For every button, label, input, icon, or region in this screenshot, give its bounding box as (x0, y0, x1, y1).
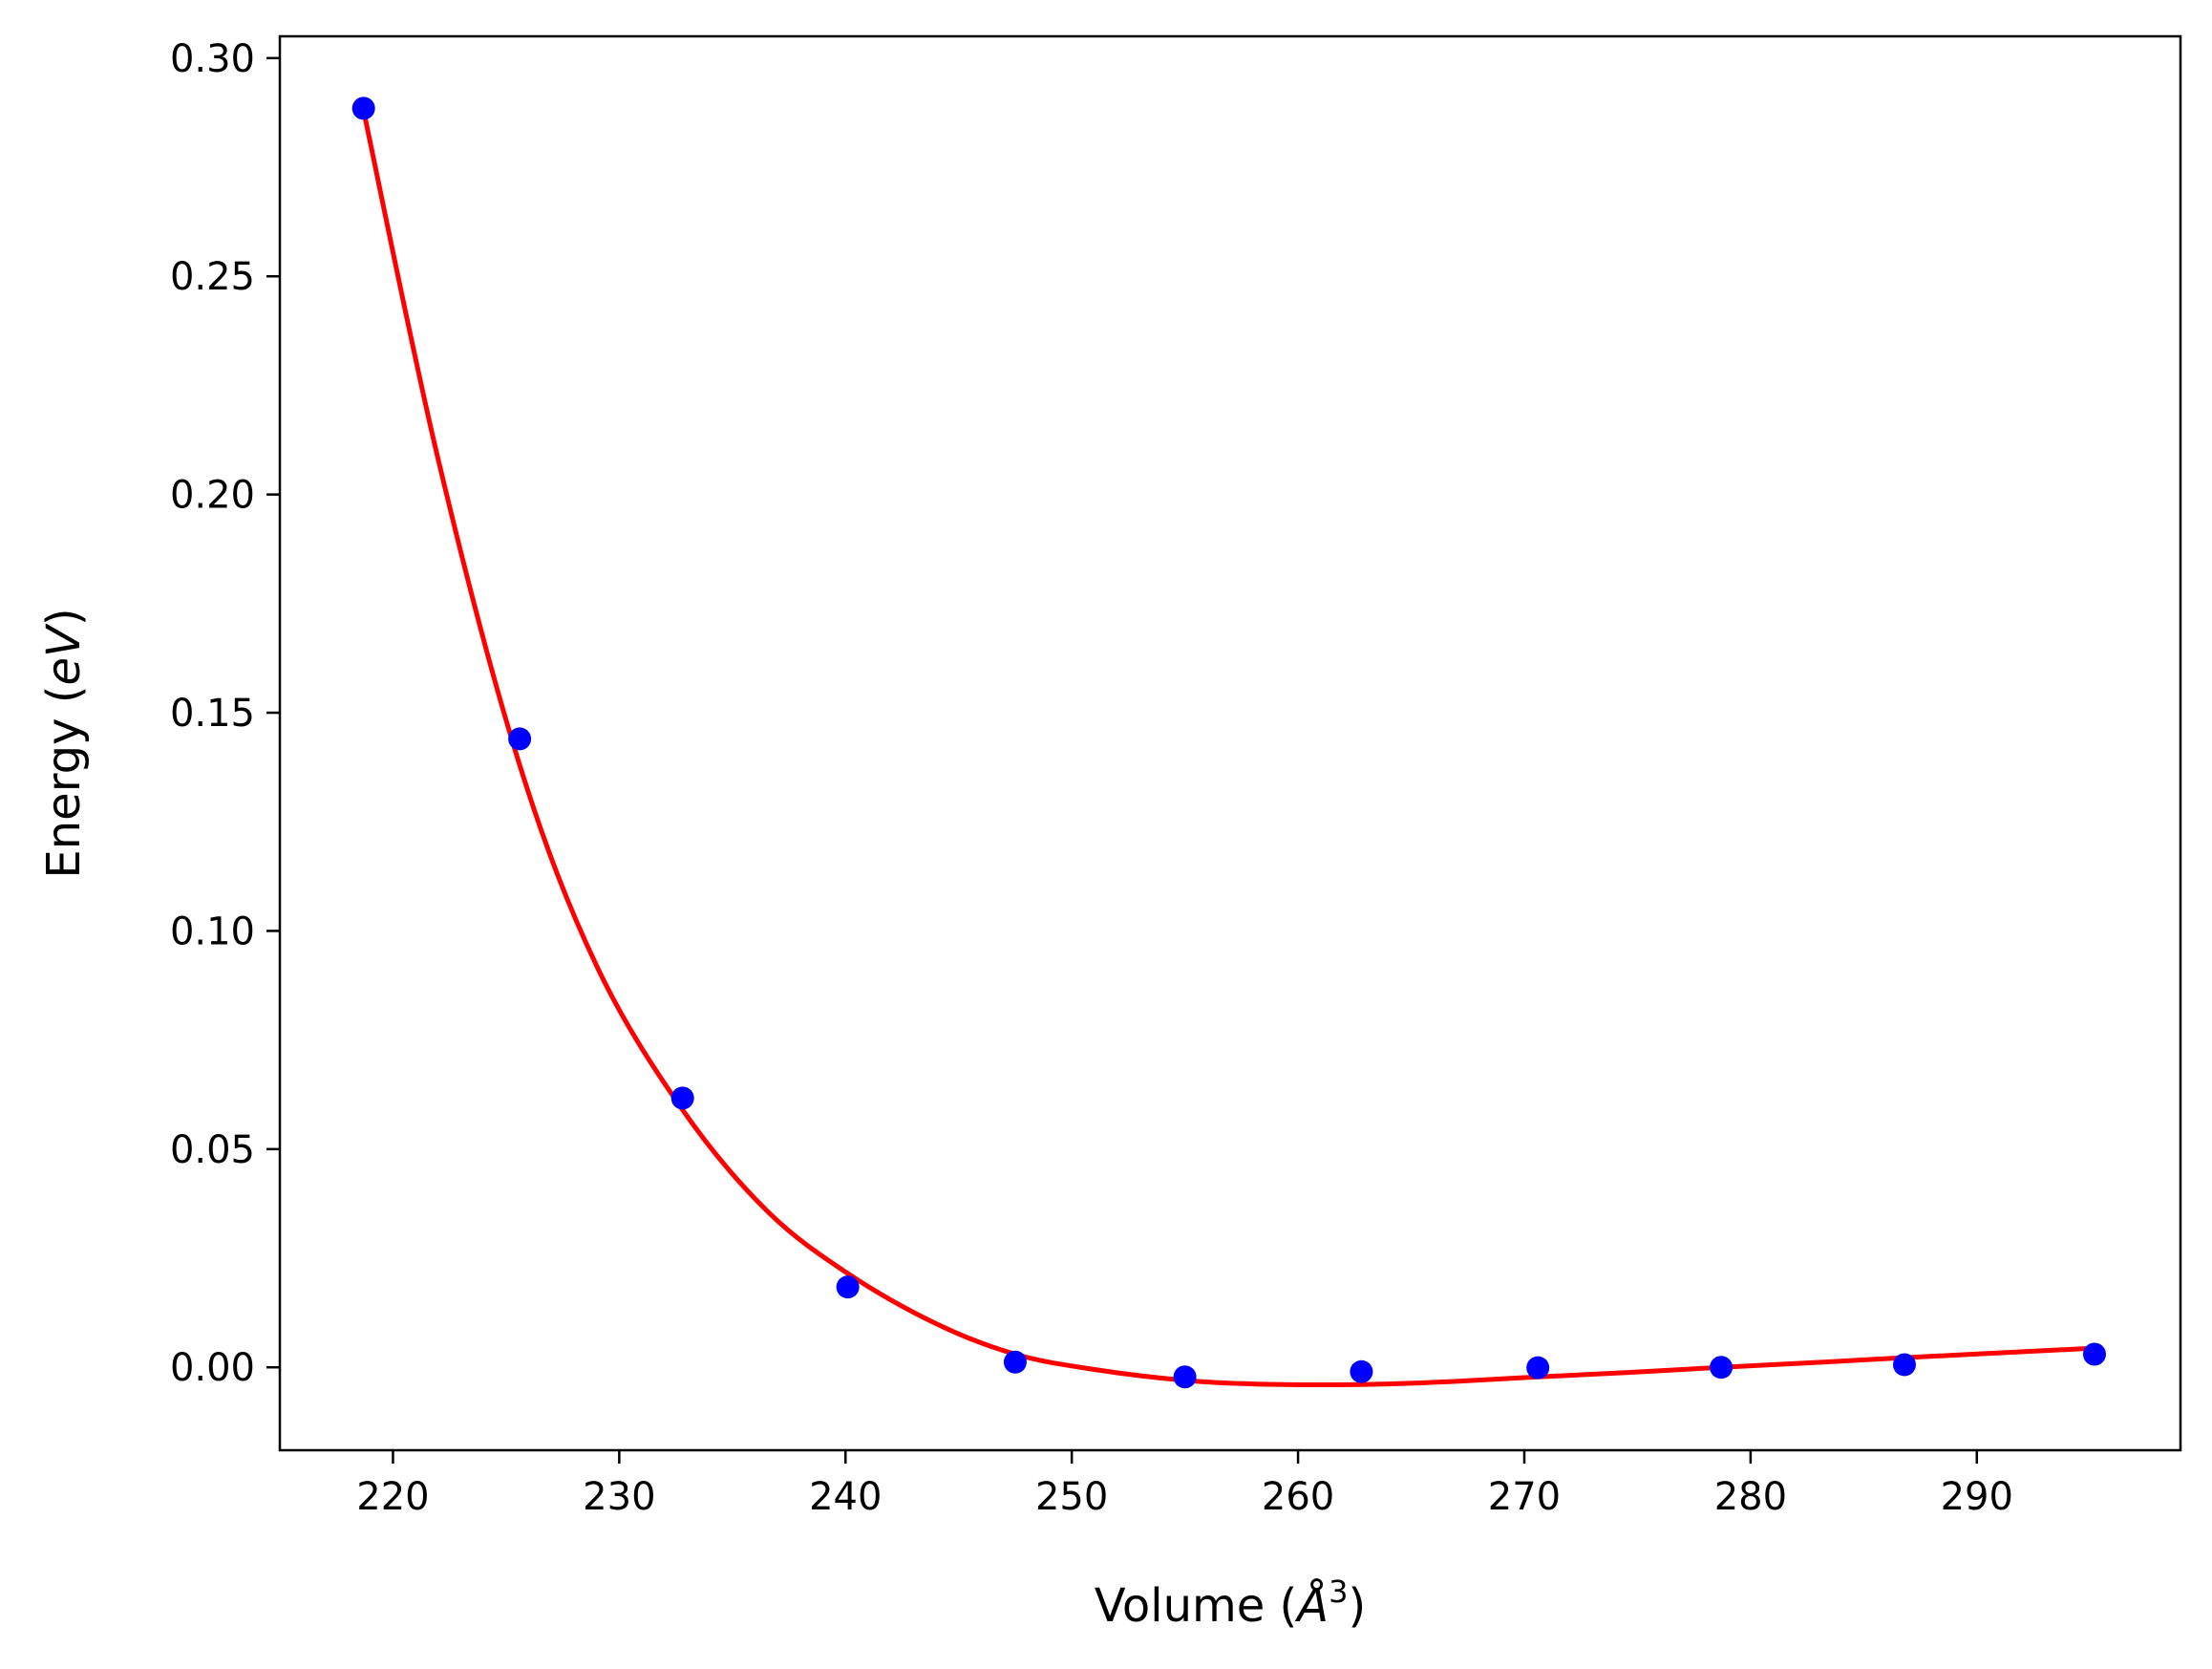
y-axis-label: Energy (eV) (37, 608, 91, 878)
x-axis-label-unit: Å (1294, 1578, 1329, 1633)
x-tick-label: 260 (1262, 1475, 1334, 1519)
data-point (1350, 1359, 1373, 1383)
data-point (1710, 1356, 1733, 1380)
x-tick-label: 290 (1941, 1475, 2013, 1519)
x-axis-label-prefix: Volume ( (1095, 1579, 1298, 1633)
data-point (1173, 1365, 1197, 1389)
x-tick-label: 230 (583, 1475, 655, 1519)
plot-frame (278, 34, 2182, 1452)
data-point (2082, 1342, 2106, 1366)
y-axis-label-unit: eV (37, 623, 91, 686)
x-tick-label: 240 (809, 1475, 882, 1519)
x-tick-label: 220 (356, 1475, 429, 1519)
x-axis-label: Volume (Å3) (1095, 1573, 1366, 1633)
data-point (836, 1275, 860, 1299)
data-point (670, 1086, 694, 1110)
y-tick-label: 0.15 (170, 692, 255, 736)
y-tick-label: 0.30 (170, 37, 255, 81)
y-tick-label: 0.10 (170, 909, 255, 953)
y-tick-label: 0.05 (170, 1128, 255, 1172)
y-tick-label: 0.00 (170, 1346, 255, 1390)
x-tick-label: 280 (1714, 1475, 1787, 1519)
y-tick-label: 0.20 (170, 474, 255, 518)
y-axis-label-suffix: ) (37, 608, 91, 626)
x-tick-label: 250 (1035, 1475, 1108, 1519)
x-tick-label: 270 (1488, 1475, 1561, 1519)
data-point (1892, 1353, 1916, 1377)
x-axis-ticks: 220 230 240 250 260 270 280 290 (356, 1450, 2013, 1519)
data-point (1003, 1350, 1027, 1374)
data-point (1526, 1356, 1550, 1380)
data-point (351, 96, 375, 120)
y-axis-label-prefix: Energy ( (37, 686, 91, 879)
data-points-layer (351, 96, 2106, 1389)
x-axis-label-exponent: 3 (1329, 1573, 1348, 1610)
x-axis-label-suffix: ) (1348, 1579, 1366, 1633)
data-point (508, 727, 532, 751)
y-tick-label: 0.25 (170, 255, 255, 299)
y-axis-ticks: 0.00 0.05 0.10 0.15 0.20 0.25 0.30 (170, 37, 280, 1390)
